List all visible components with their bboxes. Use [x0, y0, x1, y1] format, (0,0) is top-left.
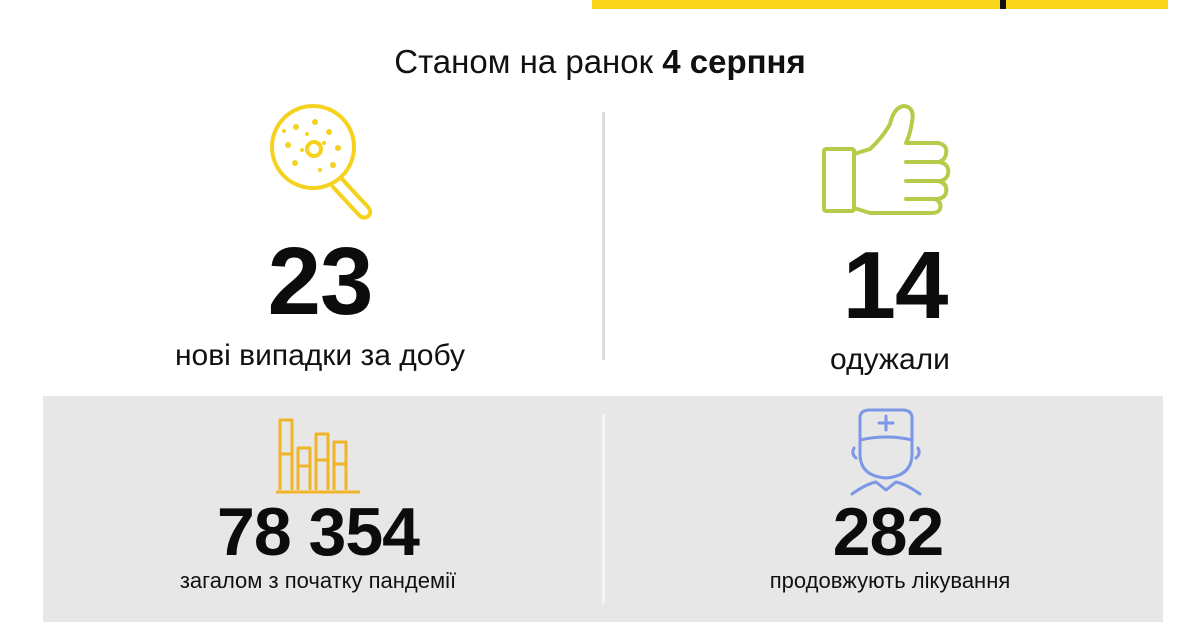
total-value: 78 354	[217, 494, 420, 570]
total-label: загалом з початку пандемії	[179, 568, 457, 593]
doctor-icon	[850, 408, 922, 496]
header-accent-mark	[1000, 0, 1006, 9]
page-subtitle: Станом на ранок 4 серпня	[0, 40, 1200, 84]
new-cases-label: нові випадки за добу	[174, 339, 466, 372]
recovered-label: одужали	[830, 343, 950, 376]
subtitle-date: 4 серпня	[662, 43, 806, 80]
header-accent-bar	[592, 0, 1168, 9]
top-divider	[602, 112, 605, 360]
treatment-label: продовжують лікування	[769, 568, 1011, 593]
bar-chart-icon	[276, 418, 360, 494]
treatment-value: 282	[832, 494, 944, 570]
thumbs-up-icon	[822, 104, 951, 215]
recovered-value: 14	[842, 232, 949, 339]
new-cases-value: 23	[267, 228, 374, 335]
bottom-divider	[602, 414, 605, 604]
subtitle-prefix: Станом на ранок	[394, 43, 654, 80]
magnifier-virus-icon	[270, 104, 373, 220]
